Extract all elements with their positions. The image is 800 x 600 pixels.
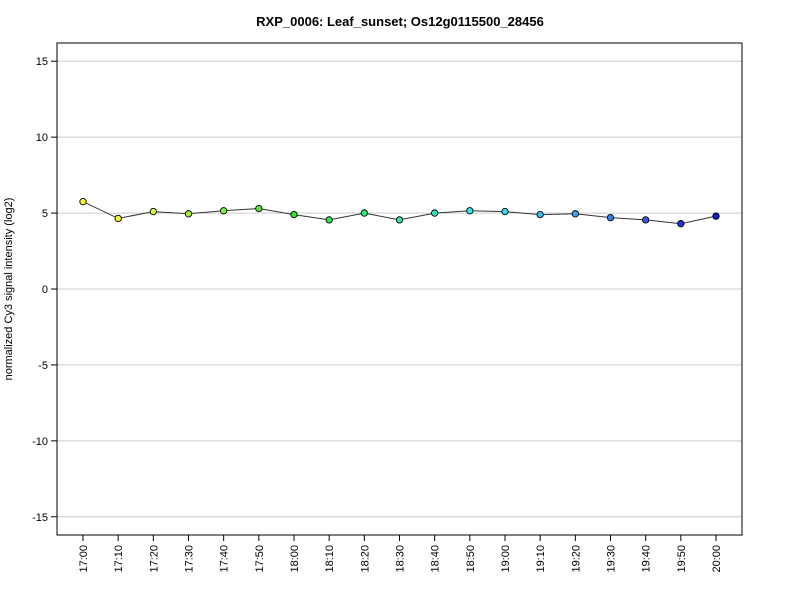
x-tick-label: 18:30 (395, 545, 407, 573)
y-tick-label: 15 (36, 56, 48, 68)
x-axis: 17:00 17:10 17:20 17:30 17:40 17:50 18:00 18:10… (78, 534, 723, 573)
data-point (290, 210, 298, 219)
x-tick-label: 19:10 (535, 545, 547, 573)
data-point (466, 207, 474, 215)
data-point (712, 212, 720, 220)
data-point (606, 213, 615, 222)
data-point (536, 210, 544, 219)
data-point (220, 207, 228, 215)
x-tick-label: 19:00 (500, 545, 512, 573)
data-point (431, 209, 439, 217)
chart-title: RXP_0006: Leaf_sunset; Os12g0115500_2845… (256, 14, 544, 29)
data-point (325, 216, 333, 224)
data-point (149, 207, 157, 216)
x-tick-label: 18:10 (324, 545, 336, 573)
data-point (79, 198, 87, 206)
data-point (184, 210, 193, 218)
x-tick-label: 17:30 (184, 545, 196, 573)
data-point (571, 210, 579, 218)
x-tick-label: 17:20 (148, 545, 160, 573)
x-tick-label: 17:00 (78, 545, 90, 573)
y-tick-label: 5 (42, 208, 48, 220)
x-tick-label: 17:50 (254, 545, 266, 573)
x-tick-label: 18:40 (430, 545, 442, 573)
y-tick-label: 0 (42, 284, 48, 296)
x-tick-label: 19:50 (676, 545, 688, 573)
x-tick-label: 20:00 (711, 545, 723, 573)
x-tick-label: 17:40 (219, 545, 231, 573)
x-tick-label: 18:20 (359, 545, 371, 573)
data-point (501, 207, 509, 216)
y-tick-label: -5 (38, 360, 48, 372)
data-point (677, 220, 685, 228)
data-point (395, 216, 404, 224)
data-point (114, 214, 122, 223)
x-tick-label: 18:00 (289, 545, 301, 573)
x-tick-label: 17:10 (113, 545, 125, 573)
y-tick-label: -15 (32, 512, 48, 524)
y-axis: 15 10 5 0 -5 -10 -15 (32, 56, 57, 524)
grid-lines (57, 60, 742, 518)
data-point (255, 204, 263, 213)
data-point (360, 209, 368, 217)
x-tick-label: 18:50 (465, 545, 477, 573)
data-point (642, 216, 650, 224)
x-tick-label: 19:40 (641, 545, 653, 573)
y-tick-label: -10 (32, 436, 48, 448)
y-tick-label: 10 (36, 132, 48, 144)
y-axis-label: normalized Cy3 signal intensity (log2) (3, 198, 15, 381)
x-tick-label: 19:20 (570, 545, 582, 573)
x-tick-label: 19:30 (606, 545, 618, 573)
data-points (79, 198, 720, 228)
